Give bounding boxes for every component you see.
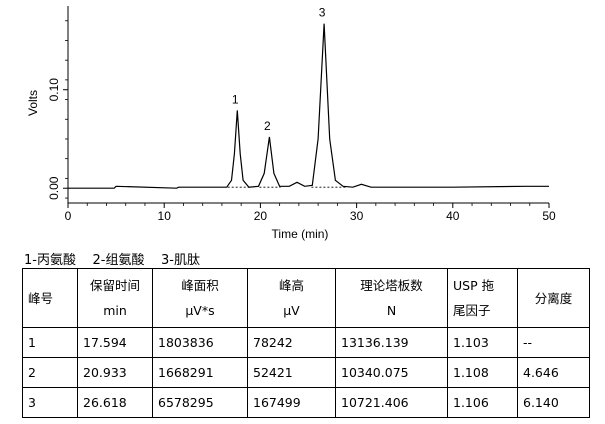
header-usp-tailing: USP 拖尾因子 (447, 268, 518, 328)
results-table: 峰号 保留时间 min 峰面积 μV*s 峰高 μV 理论塔板数 N USP 拖尾因子 … (22, 268, 590, 418)
y-axis-label: Volts (26, 90, 40, 116)
peak-label: 1 (232, 92, 239, 106)
table-cell: 1.103 (447, 327, 518, 358)
table-cell: 10721.406 (335, 387, 448, 418)
table-cell: 13136.139 (335, 327, 448, 358)
x-tick-label: 0 (65, 209, 72, 223)
table-cell: 4.646 (517, 357, 590, 388)
header-theoretical-plates: 理论塔板数 N (335, 268, 448, 328)
peak-label: 2 (264, 119, 271, 133)
y-axis-ticks: 0.00 0.10 (47, 20, 68, 200)
header-retention-time: 保留时间 min (77, 268, 153, 328)
table-cell: 17.594 (77, 327, 153, 358)
x-axis-label: Time (min) (272, 227, 329, 241)
header-peak-no: 峰号 (22, 268, 78, 328)
chromatogram-chart: 0 10 20 30 40 50 0.00 0.10 1 2 3 Time (min) Volt… (26, 6, 556, 241)
table-cell: 78242 (247, 327, 336, 358)
table-cell: 1.108 (447, 357, 518, 388)
table-cell: 1 (22, 327, 78, 358)
table-cell: -- (517, 327, 590, 358)
table-row: 1 17.594 1803836 78242 13136.139 1.103 -… (22, 327, 590, 358)
table-row: 2 20.933 1668291 52421 10340.075 1.108 4… (22, 357, 590, 388)
series-line-signal (68, 23, 549, 189)
y-tick-label: 0.10 (47, 78, 61, 102)
table-cell: 1668291 (152, 357, 248, 388)
x-tick-label: 50 (542, 209, 556, 223)
table-cell: 6578295 (152, 387, 248, 418)
x-axis-ticks: 0 10 20 30 40 50 (65, 203, 556, 223)
header-resolution: 分离度 (517, 268, 590, 328)
table-row: 3 26.618 6578295 167499 10721.406 1.106 … (22, 387, 590, 418)
x-tick-label: 30 (350, 209, 364, 223)
table-cell: 2 (22, 357, 78, 388)
table-cell: 26.618 (77, 387, 153, 418)
peak-label: 3 (319, 6, 326, 20)
table-cell: 10340.075 (335, 357, 448, 388)
peak-legend: 1-丙氨酸 2-组氨酸 3-肌肽 (24, 253, 200, 268)
table-cell: 1803836 (152, 327, 248, 358)
table-cell: 6.140 (517, 387, 590, 418)
chart-axes (67, 6, 549, 204)
y-tick-label: 0.00 (47, 176, 61, 200)
x-tick-label: 20 (254, 209, 268, 223)
table-cell: 20.933 (77, 357, 153, 388)
table-header-row: 峰号 保留时间 min 峰面积 μV*s 峰高 μV 理论塔板数 N USP 拖尾因子 … (22, 268, 590, 328)
table-cell: 3 (22, 387, 78, 418)
header-peak-height: 峰高 μV (247, 268, 336, 328)
x-tick-label: 40 (446, 209, 460, 223)
table-cell: 52421 (247, 357, 336, 388)
peak-labels: 1 2 3 (232, 6, 326, 133)
x-tick-label: 10 (158, 209, 172, 223)
table-cell: 1.106 (447, 387, 518, 418)
table-cell: 167499 (247, 387, 336, 418)
header-peak-area: 峰面积 μV*s (152, 268, 248, 328)
